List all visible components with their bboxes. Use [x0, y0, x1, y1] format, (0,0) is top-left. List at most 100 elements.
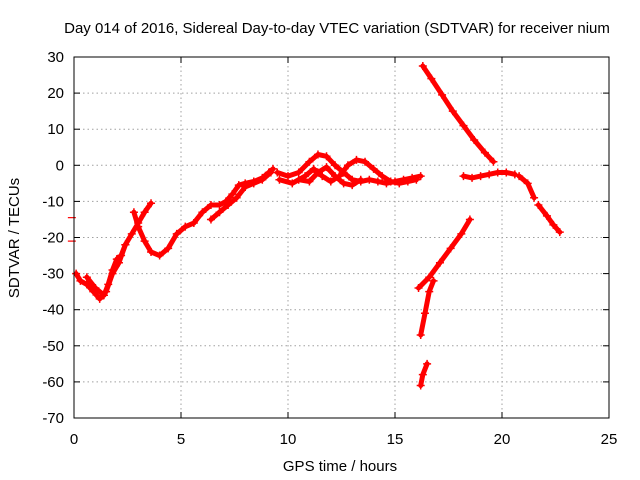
- data-point: [489, 157, 498, 166]
- y-tick-label: -20: [42, 230, 64, 247]
- data-point: [294, 168, 303, 177]
- data-point: [448, 107, 457, 116]
- data-point: [72, 269, 81, 278]
- chart-title: Day 014 of 2016, Sidereal Day-to-day VTE…: [64, 20, 610, 37]
- data-point: [459, 172, 468, 181]
- data-point: [228, 190, 237, 199]
- data-point: [465, 215, 474, 224]
- data-point: [485, 170, 494, 179]
- x-tick-label: 10: [280, 431, 297, 448]
- data-point: [326, 177, 335, 186]
- plot-frame: [73, 56, 610, 419]
- data-point: [215, 201, 224, 210]
- data-point: [121, 240, 130, 249]
- data-point: [108, 265, 117, 274]
- data-point: [140, 237, 149, 246]
- data-point: [322, 152, 331, 161]
- data-point: [117, 251, 126, 260]
- y-tick-label: 10: [47, 121, 64, 138]
- data-point: [438, 90, 447, 99]
- data-point: [427, 74, 436, 83]
- data-point: [249, 179, 258, 188]
- data-point: [457, 229, 466, 238]
- data-point: [288, 179, 297, 188]
- data-point: [164, 244, 173, 253]
- data-point: [418, 62, 427, 71]
- data-point: [127, 229, 136, 238]
- data-point: [232, 193, 241, 202]
- y-tick-label: -40: [42, 302, 64, 319]
- y-tick-label: 20: [47, 85, 64, 102]
- data-point: [515, 172, 524, 181]
- data-point: [313, 150, 322, 159]
- grid: [74, 57, 609, 418]
- data-point: [155, 251, 164, 260]
- data-point: [134, 222, 143, 231]
- data-point: [129, 208, 138, 217]
- data-point: [305, 157, 314, 166]
- data-point: [435, 258, 444, 267]
- data-point: [425, 287, 434, 296]
- x-tick-label: 25: [601, 431, 618, 448]
- data-point: [82, 273, 91, 282]
- data-point: [423, 359, 432, 368]
- series-arc-13: [418, 278, 436, 338]
- data-point: [206, 201, 215, 210]
- data-point: [369, 164, 378, 173]
- data-point: [339, 179, 348, 188]
- data-point: [416, 381, 425, 390]
- data-point: [356, 175, 365, 184]
- x-tick-label: 15: [387, 431, 404, 448]
- x-tick-label: 5: [177, 431, 185, 448]
- data-point: [378, 172, 387, 181]
- x-tick-labels: 0 5 10 15 20 25: [70, 431, 618, 448]
- data-point: [534, 201, 543, 210]
- x-axis-label: GPS time / hours: [283, 458, 397, 475]
- series-arc-8: [420, 63, 496, 165]
- data-point: [189, 219, 198, 228]
- data-point: [76, 276, 85, 285]
- data-point: [459, 121, 468, 130]
- data-point: [99, 291, 108, 300]
- data-point: [294, 175, 303, 184]
- data-point: [502, 168, 511, 177]
- series-group: [67, 62, 564, 390]
- data-point: [224, 201, 233, 210]
- data-point: [418, 370, 427, 379]
- data-point: [147, 247, 156, 256]
- series-arc-12: [416, 217, 473, 291]
- data-point: [470, 136, 479, 145]
- data-point: [112, 255, 121, 264]
- data-point: [234, 181, 243, 190]
- data-point: [343, 161, 352, 170]
- y-tick-label: 30: [47, 49, 64, 66]
- x-tick-label: 0: [70, 431, 78, 448]
- data-point: [416, 330, 425, 339]
- data-point: [420, 309, 429, 318]
- data-point: [416, 172, 425, 181]
- data-point: [95, 294, 104, 303]
- y-tick-label: 0: [56, 157, 64, 174]
- series-arc-6: [276, 157, 419, 186]
- data-point: [241, 182, 250, 191]
- data-point: [206, 215, 215, 224]
- data-point: [331, 161, 340, 170]
- series-arc-11: [535, 202, 563, 235]
- data-point: [549, 220, 558, 229]
- data-point: [530, 193, 539, 202]
- data-point: [275, 175, 284, 184]
- data-point: [425, 273, 434, 282]
- data-point: [468, 173, 477, 182]
- data-point: [361, 157, 370, 166]
- data-point: [352, 155, 361, 164]
- data-point: [322, 163, 331, 172]
- data-point: [414, 284, 423, 293]
- data-point: [446, 244, 455, 253]
- data-point: [542, 211, 551, 220]
- y-tick-labels: 30 20 10 0 -10 -20 -30 -40 -50 -60 -70: [42, 49, 64, 427]
- data-point: [313, 168, 322, 177]
- data-point: [412, 175, 421, 184]
- data-point: [309, 164, 318, 173]
- data-point: [523, 179, 532, 188]
- data-point: [305, 177, 314, 186]
